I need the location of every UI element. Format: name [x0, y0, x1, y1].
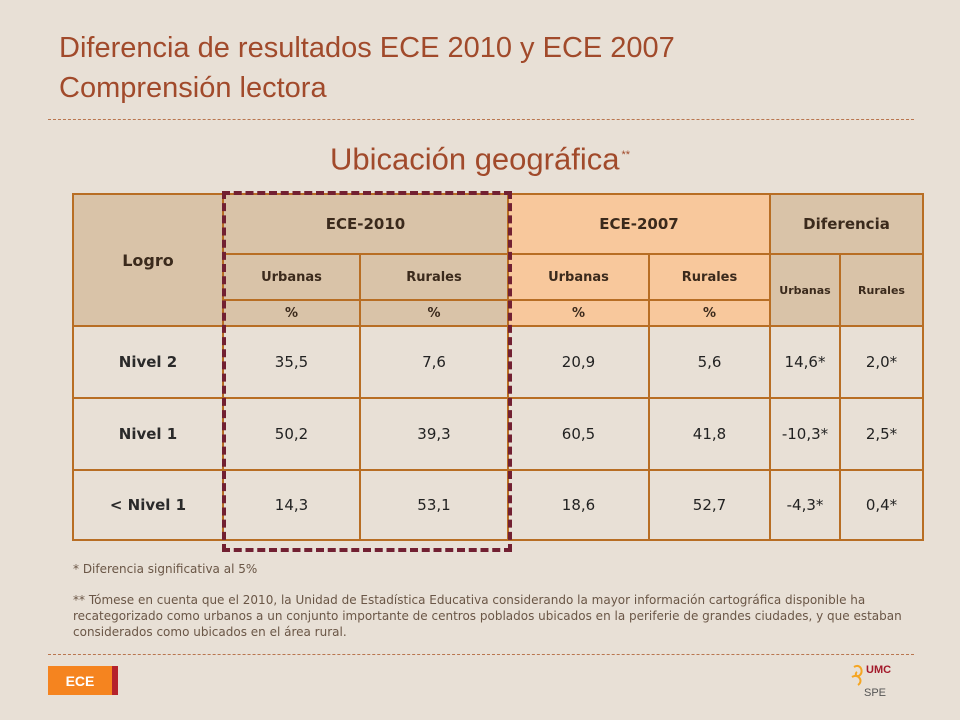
- page-title: Diferencia de resultados ECE 2010 y ECE …: [59, 28, 919, 108]
- cell-rurales-2010: 53,1: [359, 469, 509, 541]
- header-ece-2010: ECE-2010: [222, 193, 509, 255]
- title-line-2: Comprensión lectora: [59, 72, 327, 104]
- subtitle-text: Ubicación geográfica: [329, 141, 620, 177]
- cell-urbanas-2010: 14,3: [222, 469, 361, 541]
- header-ece-2007: ECE-2007: [507, 193, 771, 255]
- cell-urbanas-2010: 50,2: [222, 397, 361, 471]
- subtitle-marker: **: [621, 149, 631, 161]
- footnote-significance: * Diferencia significativa al 5%: [73, 562, 258, 576]
- subheader-urbanas-2010: Urbanas: [222, 253, 361, 301]
- cell-rurales-dif: 2,0*: [839, 325, 924, 399]
- cell-rurales-2007: 5,6: [648, 325, 771, 399]
- cell-urbanas-dif: -10,3*: [769, 397, 841, 471]
- spe-logo-text: SPE: [864, 687, 887, 699]
- top-divider: [48, 119, 914, 120]
- ece-badge: ECE: [48, 666, 118, 695]
- header-logro: Logro: [72, 193, 224, 327]
- title-line-1: Diferencia de resultados ECE 2010 y ECE …: [59, 32, 675, 64]
- subheader-rurales-dif: Rurales: [839, 253, 924, 327]
- bottom-divider: [48, 654, 914, 655]
- cell-urbanas-dif: 14,6*: [769, 325, 841, 399]
- cell-urbanas-dif: -4,3*: [769, 469, 841, 541]
- percent-urbanas-2007: %: [507, 299, 650, 327]
- cell-rurales-2010: 39,3: [359, 397, 509, 471]
- cell-urbanas-2007: 60,5: [507, 397, 650, 471]
- subheader-urbanas-2007: Urbanas: [507, 253, 650, 301]
- cell-rurales-2007: 41,8: [648, 397, 771, 471]
- subheader-urbanas-dif: Urbanas: [769, 253, 841, 327]
- footnote-geography: ** Tómese en cuenta que el 2010, la Unid…: [73, 593, 902, 639]
- results-table: Logro ECE-2010 ECE-2007 Diferencia Urban…: [72, 193, 924, 541]
- table-row: < Nivel 1 14,3 53,1 18,6 52,7 -4,3* 0,4*: [72, 469, 924, 541]
- umc-logo-text: UMC: [866, 664, 892, 676]
- cell-rurales-dif: 2,5*: [839, 397, 924, 471]
- table-row: Nivel 1 50,2 39,3 60,5 41,8 -10,3* 2,5*: [72, 397, 924, 471]
- header-diferencia: Diferencia: [769, 193, 924, 255]
- percent-rurales-2010: %: [359, 299, 509, 327]
- cell-rurales-dif: 0,4*: [839, 469, 924, 541]
- percent-urbanas-2010: %: [222, 299, 361, 327]
- cell-urbanas-2010: 35,5: [222, 325, 361, 399]
- cell-rurales-2007: 52,7: [648, 469, 771, 541]
- row-label: < Nivel 1: [72, 469, 224, 541]
- umc-logo-icon: [851, 665, 863, 686]
- cell-urbanas-2007: 20,9: [507, 325, 650, 399]
- percent-rurales-2007: %: [648, 299, 771, 327]
- subheader-rurales-2010: Rurales: [359, 253, 509, 301]
- row-label: Nivel 1: [72, 397, 224, 471]
- subheader-rurales-2007: Rurales: [648, 253, 771, 301]
- cell-rurales-2010: 7,6: [359, 325, 509, 399]
- table-row: Nivel 2 35,5 7,6 20,9 5,6 14,6* 2,0*: [72, 325, 924, 399]
- cell-urbanas-2007: 18,6: [507, 469, 650, 541]
- section-subtitle: Ubicación geográfica **: [0, 134, 960, 180]
- row-label: Nivel 2: [72, 325, 224, 399]
